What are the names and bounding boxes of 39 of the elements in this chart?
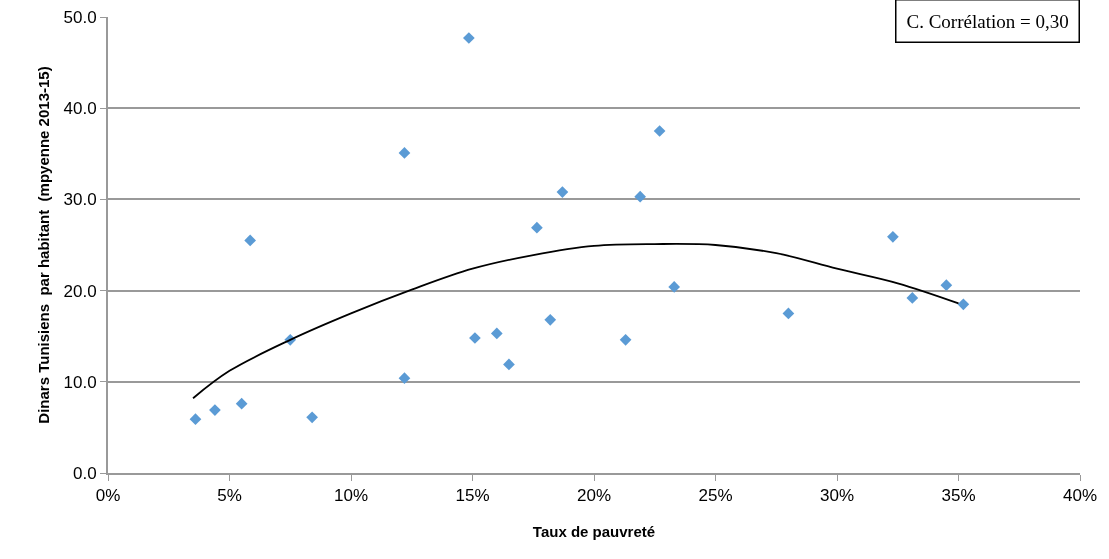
x-tick-label: 20% [576, 486, 612, 506]
point [244, 234, 257, 247]
point [544, 313, 557, 326]
y-tick-label: 40.0 [63, 99, 97, 119]
point [619, 334, 632, 346]
point [653, 125, 666, 137]
y-tick-label: 10.0 [63, 372, 97, 392]
point [634, 190, 647, 203]
point [189, 413, 202, 426]
x-tick-label: 15% [455, 486, 490, 506]
y-tick-label: 20.0 [63, 281, 97, 301]
point [556, 186, 569, 198]
x-tick-label: 5% [217, 486, 242, 506]
point [306, 411, 318, 424]
point [782, 307, 795, 320]
y-tick-label: 50.0 [63, 7, 97, 27]
x-tick-label: 0% [95, 486, 121, 506]
x-tick-label: 40% [1062, 486, 1098, 506]
point [957, 298, 970, 311]
y-tick-label: 0.0 [72, 463, 97, 483]
y-tick-label: 30.0 [63, 190, 97, 210]
point [463, 32, 475, 44]
y-axis-title: Dinars Tunisiens par habitant (mpyenne 2013-15) [35, 66, 53, 424]
annotation: C. Corrélation = 0,30 [906, 10, 1069, 32]
x-axis-title: Taux de pauvreté [532, 522, 656, 540]
point [503, 358, 515, 371]
point [398, 147, 411, 159]
point [668, 281, 681, 293]
x-tick-label: 25% [698, 486, 733, 506]
point [235, 397, 248, 410]
point [531, 221, 543, 234]
point [906, 292, 919, 304]
point [398, 372, 411, 384]
point [490, 327, 503, 340]
point [887, 230, 899, 243]
x-tick-label: 10% [333, 486, 369, 506]
x-tick-label: 35% [941, 486, 976, 506]
point [940, 279, 953, 291]
x-tick-label: 30% [819, 486, 855, 506]
